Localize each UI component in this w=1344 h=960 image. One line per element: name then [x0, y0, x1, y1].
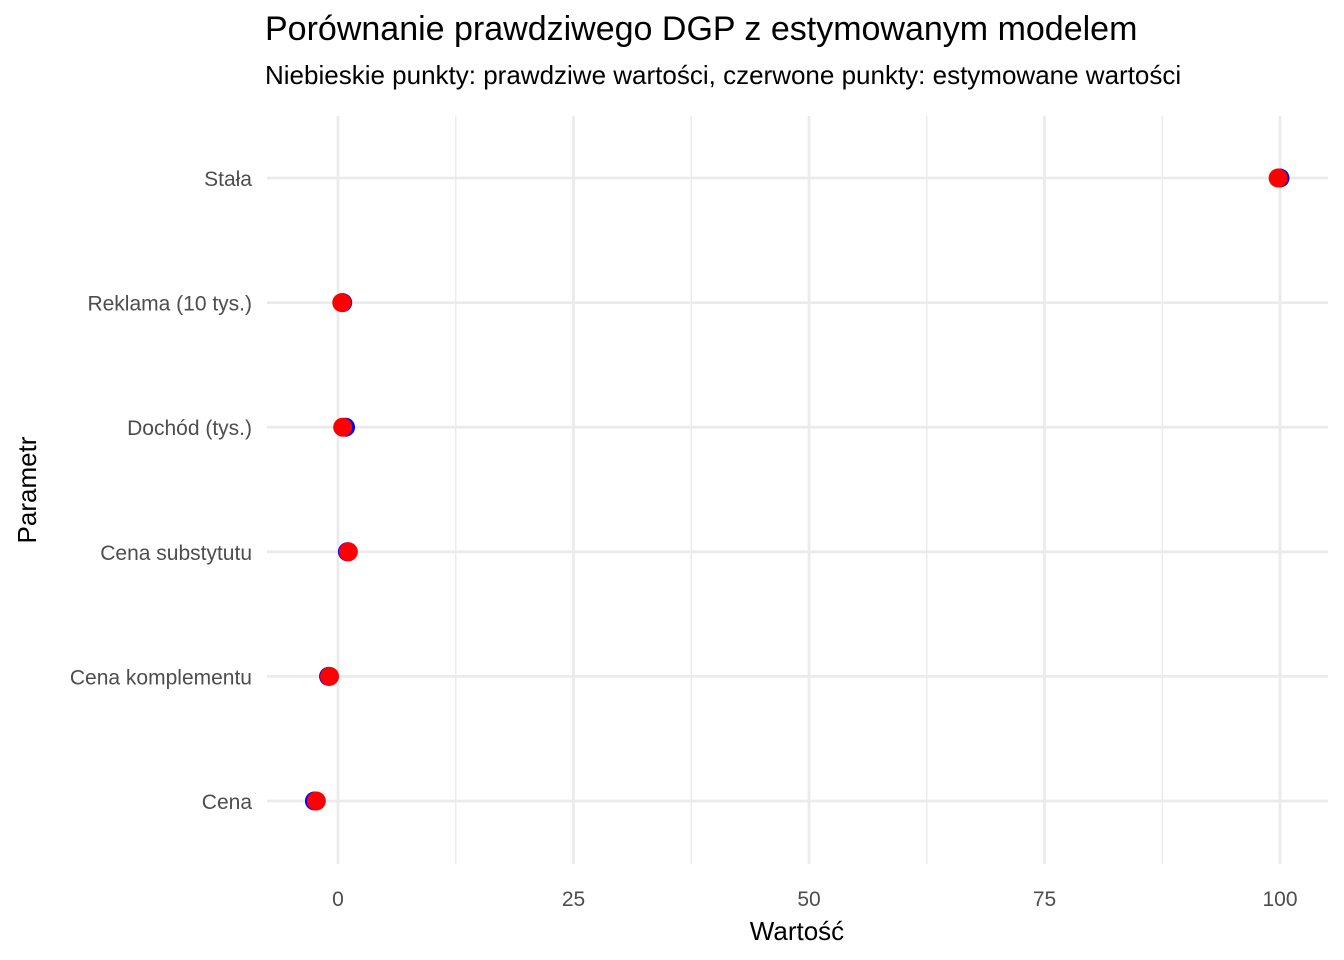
data-points: [304, 168, 1290, 811]
point-estimated-value: [1268, 168, 1288, 188]
y-tick-label: Cena komplementu: [70, 666, 252, 689]
x-tick-label: 0: [332, 888, 344, 911]
chart-subtitle: Niebieskie punkty: prawdziwe wartości, c…: [265, 60, 1181, 90]
grid: [267, 116, 1328, 864]
x-tick-label: 100: [1262, 888, 1297, 911]
y-tick-label: Dochód (tys.): [127, 417, 252, 440]
chart-title: Porównanie prawdziwego DGP z estymowanym…: [265, 10, 1137, 48]
y-axis-ticks: Stała Reklama (10 tys.) Dochód (tys.) Cena …: [70, 168, 252, 814]
x-axis-ticks: 0 25 50 75 100: [332, 888, 1297, 911]
point-estimated-value: [320, 666, 340, 686]
plot-area: 0 25 50 75 100 Stała Reklama (10 tys.) Dochód …: [70, 116, 1328, 911]
point-estimated-value: [306, 791, 326, 811]
y-tick-label: Reklama (10 tys.): [87, 293, 252, 316]
y-tick-label: Cena substytutu: [100, 542, 252, 565]
x-tick-label: 75: [1033, 888, 1056, 911]
y-tick-label: Stała: [204, 168, 252, 191]
x-axis-title: Wartość: [750, 916, 844, 946]
y-tick-label: Cena: [202, 791, 253, 814]
point-estimated-value: [332, 293, 352, 313]
y-axis-title: Parametr: [12, 436, 42, 543]
x-tick-label: 50: [797, 888, 820, 911]
x-tick-label: 25: [562, 888, 585, 911]
point-estimated-value: [338, 542, 358, 562]
point-estimated-value: [333, 417, 353, 437]
